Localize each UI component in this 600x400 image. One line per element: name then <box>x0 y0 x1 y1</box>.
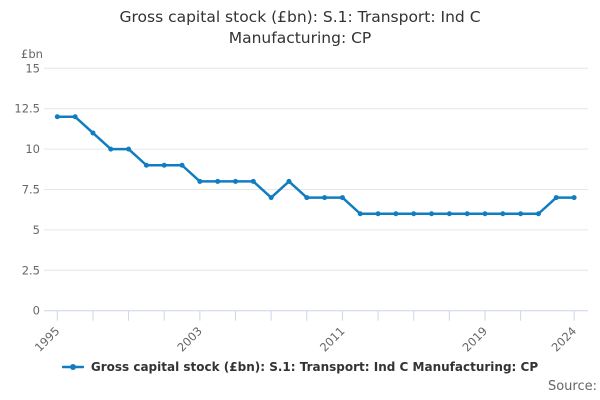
series-line <box>56 115 576 215</box>
data-point-marker[interactable] <box>143 162 149 168</box>
data-point-marker[interactable] <box>553 195 559 201</box>
data-point-marker[interactable] <box>233 178 239 184</box>
data-point-marker[interactable] <box>304 195 310 201</box>
data-point-marker[interactable] <box>286 178 292 184</box>
legend-line-marker-icon <box>61 364 84 370</box>
chart-title-line1: Gross capital stock (£bn): S.1: Transpor… <box>119 8 481 26</box>
data-point-marker[interactable] <box>500 211 506 217</box>
data-point-marker[interactable] <box>375 211 381 217</box>
data-point-marker[interactable] <box>215 178 221 184</box>
y-axis-tick-label: 7.5 <box>22 183 40 197</box>
y-axis-tick-label: 12.5 <box>14 102 40 116</box>
legend[interactable]: Gross capital stock (£bn): S.1: Transpor… <box>0 360 600 374</box>
y-axis-tick-label: 15 <box>25 61 40 75</box>
data-point-marker[interactable] <box>411 211 417 217</box>
data-point-marker[interactable] <box>179 162 185 168</box>
y-axis-tick-label: 2.5 <box>22 263 40 277</box>
data-point-marker[interactable] <box>393 211 399 217</box>
data-point-marker[interactable] <box>250 178 256 184</box>
data-point-marker[interactable] <box>72 114 78 120</box>
data-point-marker[interactable] <box>126 146 132 152</box>
x-axis-tick-label: 2019 <box>460 324 491 355</box>
data-point-marker[interactable] <box>161 162 167 168</box>
data-point-marker[interactable] <box>108 146 114 152</box>
y-axis-tick-label: 5 <box>33 223 40 237</box>
data-point-marker[interactable] <box>339 195 345 201</box>
legend-label: Gross capital stock (£bn): S.1: Transpor… <box>90 360 539 374</box>
data-point-marker[interactable] <box>357 211 363 217</box>
y-axis-tick-label: 10 <box>25 142 40 156</box>
chart-title: Gross capital stock (£bn): S.1: Transpor… <box>0 7 600 49</box>
data-point-marker[interactable] <box>535 211 541 217</box>
y-axis-tick-label: 0 <box>33 304 40 318</box>
data-point-marker[interactable] <box>518 211 524 217</box>
data-point-marker[interactable] <box>268 195 274 201</box>
data-point-marker[interactable] <box>322 195 328 201</box>
data-point-marker[interactable] <box>90 130 96 136</box>
source-label: Source: <box>547 379 597 394</box>
x-axis-tick-label: 2003 <box>174 324 205 355</box>
data-point-marker[interactable] <box>464 211 470 217</box>
data-point-marker[interactable] <box>54 114 60 120</box>
data-point-marker[interactable] <box>446 211 452 217</box>
chart-title-line2: Manufacturing: CP <box>228 29 372 47</box>
data-point-marker[interactable] <box>197 178 203 184</box>
x-axis-tick-label: 1995 <box>32 324 63 355</box>
y-axis-unit-label: £bn <box>21 47 43 61</box>
data-point-marker[interactable] <box>482 211 488 217</box>
x-axis-tick-label: 2011 <box>317 324 348 355</box>
data-point-marker[interactable] <box>429 211 435 217</box>
x-axis-tick-label: 2024 <box>549 324 580 355</box>
data-point-marker[interactable] <box>571 195 577 201</box>
